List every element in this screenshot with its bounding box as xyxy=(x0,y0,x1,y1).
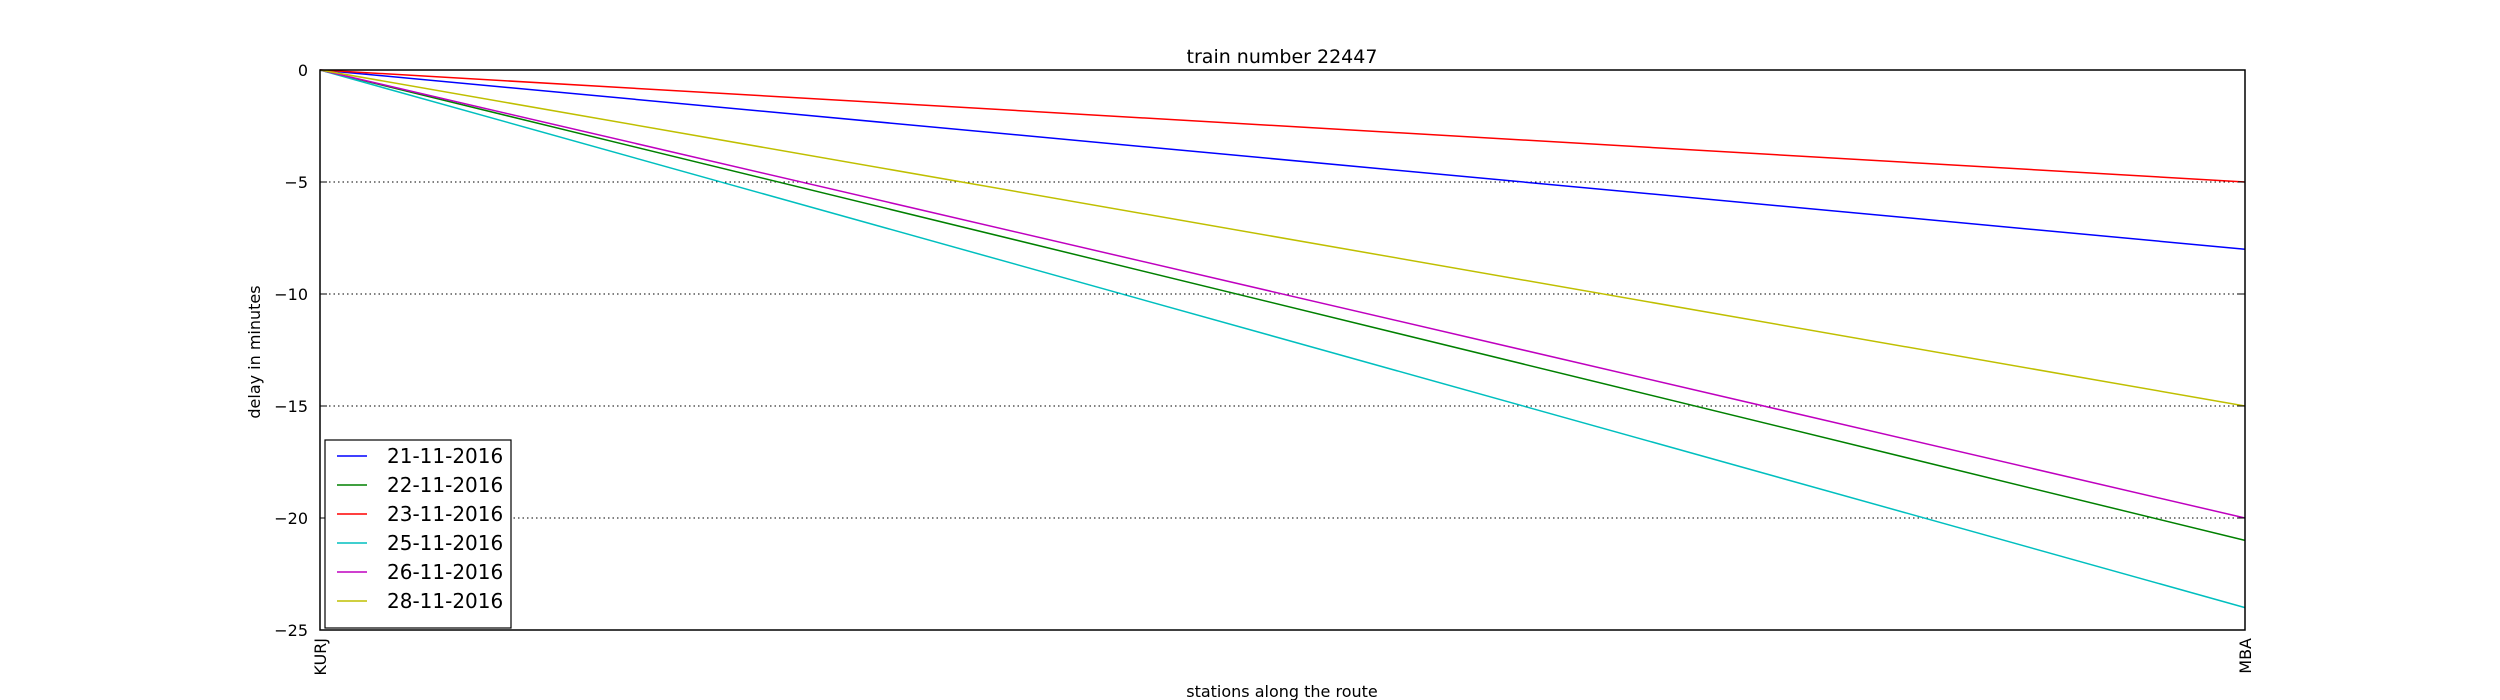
y-tick-label: −20 xyxy=(274,509,308,528)
x-tick-label: MBA xyxy=(2236,638,2255,674)
x-axis-title: stations along the route xyxy=(1186,682,1378,700)
legend: 21-11-2016 22-11-2016 23-11-2016 25-11-2016… xyxy=(324,439,512,629)
chart-title: train number 22447 xyxy=(1187,46,1378,68)
y-tick-label: −15 xyxy=(274,397,308,416)
x-axis-ticks: KURJ MBA xyxy=(311,623,2255,676)
series-line xyxy=(319,69,2246,519)
y-axis-title: delay in minutes xyxy=(245,285,264,418)
series-line xyxy=(319,69,2246,542)
legend-label: 21-11-2016 xyxy=(387,444,503,468)
series-lines xyxy=(319,69,2246,609)
plot-frame xyxy=(319,69,2246,631)
legend-label: 26-11-2016 xyxy=(387,560,503,584)
series-line xyxy=(319,69,2246,609)
legend-label: 25-11-2016 xyxy=(387,531,503,555)
y-axis-ticks: 0 −5 −10 −15 −20 −25 xyxy=(274,61,2245,640)
series-line xyxy=(319,69,2246,407)
y-tick-label: −5 xyxy=(284,173,308,192)
y-tick-label: 0 xyxy=(298,61,308,80)
legend-label: 23-11-2016 xyxy=(387,502,503,526)
y-tick-label: −25 xyxy=(274,621,308,640)
series-line xyxy=(319,69,2246,250)
grid-lines xyxy=(320,69,2245,631)
y-tick-label: −10 xyxy=(274,285,308,304)
series-line xyxy=(319,69,2246,183)
legend-box xyxy=(324,439,512,629)
legend-label: 22-11-2016 xyxy=(387,473,503,497)
legend-label: 28-11-2016 xyxy=(387,589,503,613)
x-tick-label: KURJ xyxy=(311,638,330,676)
